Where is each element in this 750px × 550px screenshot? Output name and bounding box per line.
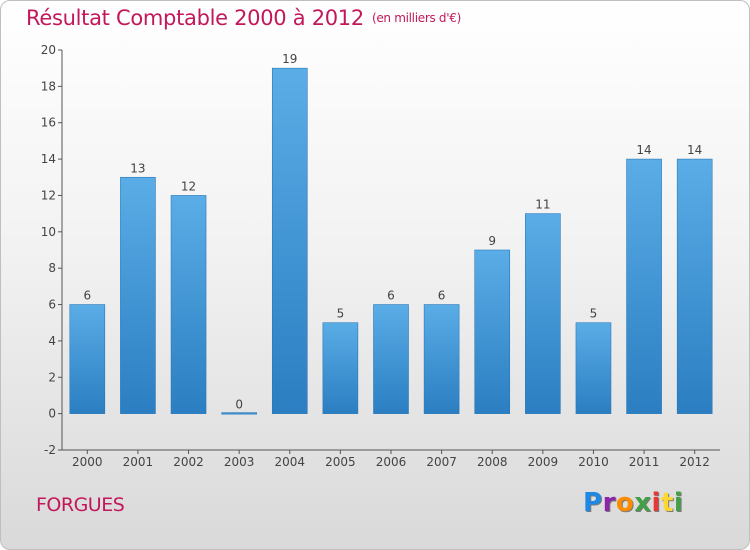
bar-value-label: 9 — [488, 234, 496, 248]
y-tick-label: 18 — [41, 79, 56, 93]
logo-letter: t — [660, 488, 674, 518]
bar — [676, 158, 713, 414]
y-tick-label: 0 — [48, 407, 56, 421]
bar-value-label: 0 — [235, 398, 243, 412]
proxiti-logo: Proxiti — [583, 488, 683, 518]
bar-value-label: 14 — [636, 143, 651, 157]
logo-letter: x — [634, 488, 652, 518]
bar — [423, 304, 460, 414]
bar-value-label: 5 — [337, 307, 345, 321]
bar-value-label: 19 — [282, 52, 297, 66]
x-tick-label: 2010 — [578, 455, 609, 469]
y-tick-label: -2 — [44, 443, 56, 457]
bar-value-label: 5 — [590, 307, 598, 321]
y-tick-label: 2 — [48, 370, 56, 384]
bar-value-label: 6 — [83, 289, 91, 303]
x-tick-label: 2006 — [376, 455, 407, 469]
x-tick-label: 2000 — [72, 455, 103, 469]
x-tick-label: 2008 — [477, 455, 508, 469]
x-tick-label: 2001 — [123, 455, 154, 469]
bar — [373, 304, 409, 414]
bar — [120, 176, 156, 414]
chart-title-text: Résultat Comptable 2000 à 2012 — [26, 6, 364, 30]
bar-value-label: 6 — [387, 289, 395, 303]
x-tick-label: 2004 — [274, 455, 305, 469]
y-tick-label: 14 — [41, 152, 56, 166]
bar — [474, 249, 511, 414]
bar-value-label: 12 — [181, 179, 196, 193]
bar — [525, 213, 561, 414]
bar-value-label: 14 — [687, 143, 702, 157]
commune-name: FORGUES — [36, 494, 125, 516]
x-tick-label: 2011 — [629, 455, 660, 469]
y-tick-label: 10 — [41, 225, 56, 239]
y-tick-label: 6 — [48, 298, 56, 312]
chart-unit: (en milliers d'€) — [371, 11, 461, 25]
logo-letter: o — [615, 488, 635, 518]
x-tick-label: 2009 — [528, 455, 559, 469]
bar — [626, 158, 662, 414]
x-tick-label: 2005 — [325, 455, 356, 469]
y-tick-label: 20 — [41, 43, 56, 57]
logo-letter: P — [583, 488, 603, 518]
bar-value-label: 11 — [535, 198, 550, 212]
x-tick-label: 2003 — [224, 455, 255, 469]
y-tick-label: 8 — [48, 261, 56, 275]
logo-letter: r — [602, 488, 616, 518]
bar — [221, 412, 257, 415]
chart-title: Résultat Comptable 2000 à 2012 (en millie… — [26, 6, 461, 30]
x-tick-label: 2012 — [679, 455, 710, 469]
logo-letter: i — [651, 488, 661, 518]
x-tick-label: 2002 — [173, 455, 204, 469]
bar — [69, 304, 106, 414]
bar — [322, 322, 359, 414]
bar — [575, 322, 612, 414]
bar-value-label: 6 — [438, 289, 446, 303]
logo-letter: i — [673, 488, 684, 518]
x-tick-label: 2007 — [426, 455, 457, 469]
y-tick-label: 12 — [41, 188, 56, 202]
y-tick-label: 16 — [41, 116, 56, 130]
bar-value-label: 13 — [130, 161, 145, 175]
bar — [170, 195, 207, 414]
bar — [271, 67, 308, 414]
y-tick-label: 4 — [48, 334, 56, 348]
